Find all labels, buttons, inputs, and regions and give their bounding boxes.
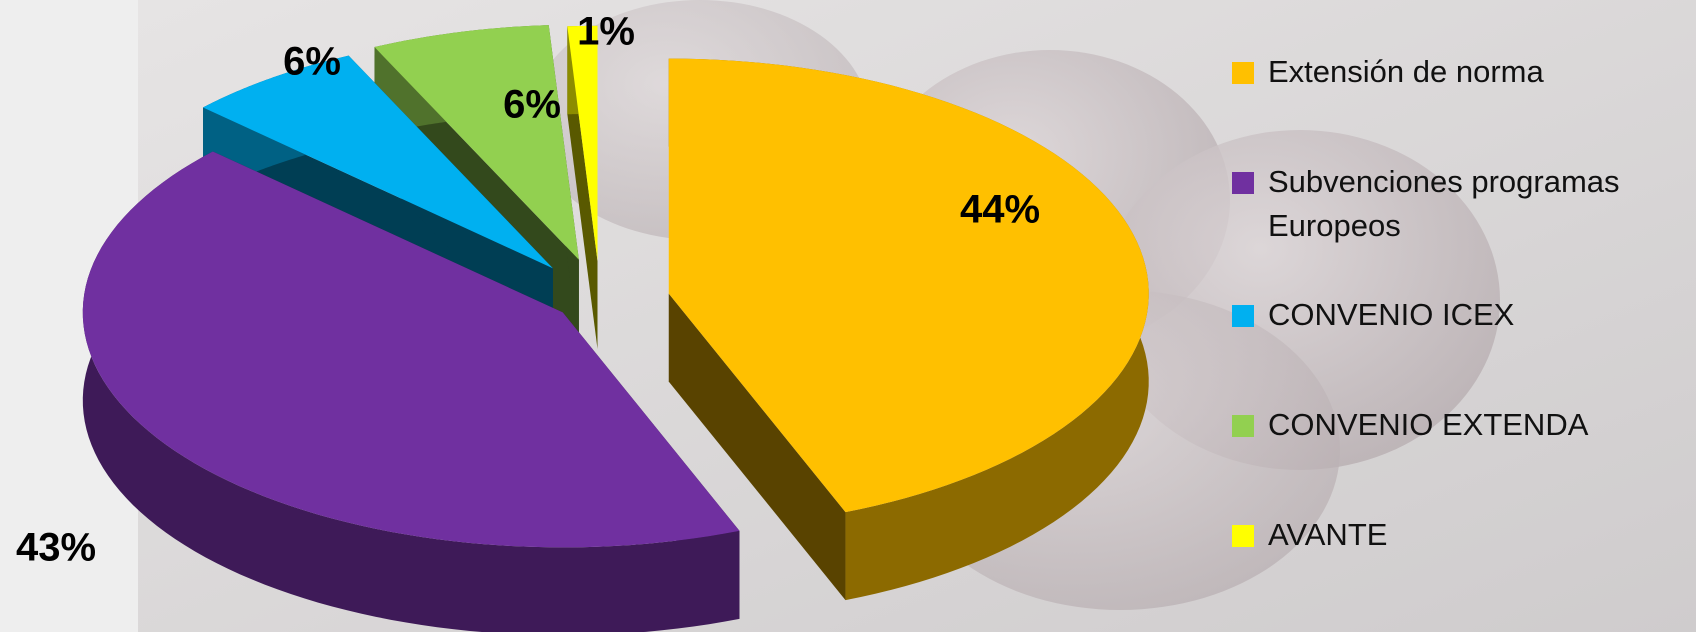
slice bbox=[203, 55, 553, 269]
legend-swatch bbox=[1232, 415, 1254, 437]
legend-label: Subvenciones programas Europeos bbox=[1268, 164, 1620, 243]
data-label: 44% bbox=[960, 188, 1040, 232]
slice bbox=[82, 151, 740, 632]
slice bbox=[567, 25, 598, 349]
legend-item: CONVENIO EXTENDA bbox=[1232, 403, 1662, 447]
legend-item: AVANTE bbox=[1232, 513, 1662, 557]
legend-swatch bbox=[1232, 305, 1254, 327]
slice-side bbox=[82, 151, 740, 632]
legend-swatch bbox=[1232, 62, 1254, 84]
data-label: 6% bbox=[283, 40, 341, 84]
legend-label: CONVENIO EXTENDA bbox=[1268, 407, 1589, 442]
legend-item: CONVENIO ICEX bbox=[1232, 293, 1662, 337]
pie bbox=[82, 25, 1149, 632]
slice bbox=[82, 151, 740, 548]
legend-label: AVANTE bbox=[1268, 517, 1388, 552]
legend-label: Extensión de norma bbox=[1268, 54, 1544, 89]
slice bbox=[668, 58, 1149, 601]
data-label: 43% bbox=[16, 526, 96, 570]
data-label: 1% bbox=[577, 10, 635, 54]
legend-label: CONVENIO ICEX bbox=[1268, 297, 1515, 332]
data-label: 6% bbox=[503, 83, 561, 127]
slice-wall bbox=[668, 293, 846, 601]
legend-item: Subvenciones programas Europeos bbox=[1232, 160, 1662, 248]
legend-item: Extensión de norma bbox=[1232, 50, 1662, 94]
legend-swatch bbox=[1232, 525, 1254, 547]
slice bbox=[567, 25, 598, 261]
legend-swatch bbox=[1232, 172, 1254, 194]
slice bbox=[374, 25, 579, 260]
slice bbox=[668, 58, 1149, 513]
